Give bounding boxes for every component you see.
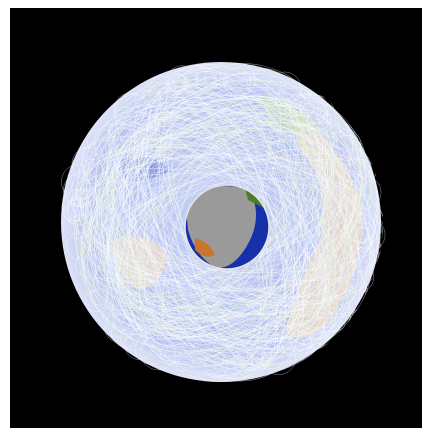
scene: [0, 0, 432, 441]
earth: [185, 185, 269, 269]
